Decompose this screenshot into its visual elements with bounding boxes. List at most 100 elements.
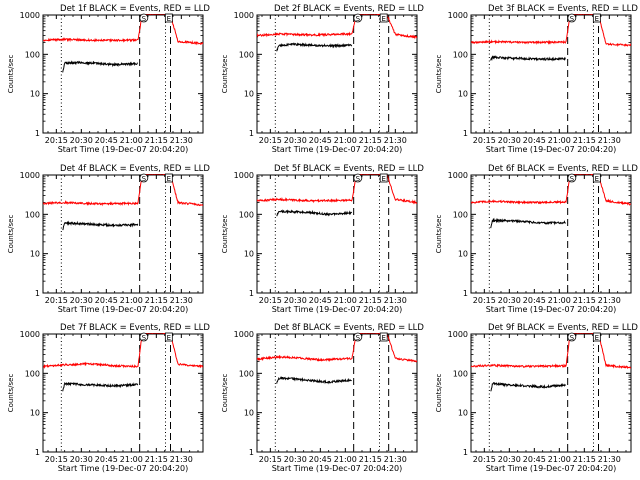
marker-label: S [142,175,147,183]
x-tick-label: 21:30 [598,136,621,145]
panel-title: Det 2f BLACK = Events, RED = LLD [274,4,424,14]
y-axis-label: Counts/sec [435,374,443,413]
marker-label: S [356,175,361,183]
lld-trace [471,14,631,48]
x-tick-label: 20:30 [284,136,307,145]
x-tick-label: 21:30 [598,296,621,305]
y-tick-label: 10 [30,409,40,418]
panel-title: Det 6f BLACK = Events, RED = LLD [488,164,638,174]
start-marker [139,173,149,183]
marker-label: S [356,15,361,23]
y-axis-label: Counts/sec [7,55,15,94]
y-tick-label: 100 [453,210,468,219]
panel-title: Det 3f BLACK = Events, RED = LLD [488,4,638,14]
marker-label: S [570,175,575,183]
plot-frame [256,14,418,134]
x-tick-label: 21:00 [120,455,143,464]
y-tick-label: 1 [35,289,40,298]
lld-trace [43,174,203,207]
x-tick-label: 20:15 [259,296,282,305]
start-marker [139,332,149,342]
marker-label: S [142,334,147,342]
panel-1: Det 1f BLACK = Events, RED = LLD Counts/s… [7,4,210,154]
y-tick-label: 1 [463,448,468,457]
start-marker [353,173,363,183]
x-tick-label: 21:15 [573,296,596,305]
end-marker [592,13,601,23]
x-tick-label: 20:15 [259,455,282,464]
x-tick-label: 21:30 [384,455,407,464]
lld-trace [471,333,631,370]
y-tick-label: 1 [463,129,468,138]
y-axis-label: Counts/sec [221,55,229,94]
y-tick-label: 100 [239,369,254,378]
x-tick-label: 20:30 [284,455,307,464]
marker-label: E [167,175,171,183]
end-marker [379,173,388,183]
x-tick-label: 21:00 [548,455,571,464]
x-tick-label: 21:30 [384,296,407,305]
y-tick-label: 10 [30,90,40,99]
y-tick-label: 100 [239,210,254,219]
marker-label: E [381,175,385,183]
x-tick-label: 21:00 [120,296,143,305]
y-tick-label: 10 [244,90,254,99]
x-axis-label: Start Time (19-Dec-07 20:04:20) [486,145,617,154]
start-marker [567,13,577,23]
panel-3: Det 3f BLACK = Events, RED = LLD Counts/s… [435,4,638,154]
x-tick-label: 20:45 [523,136,546,145]
x-tick-label: 20:45 [309,136,332,145]
lld-trace [471,174,631,206]
panel-9: Det 9f BLACK = Events, RED = LLD Counts/s… [435,323,638,473]
end-marker [592,332,601,342]
x-tick-label: 21:15 [359,296,382,305]
y-tick-label: 1000 [234,171,254,180]
lld-trace [43,333,203,369]
plot-frame [470,14,632,134]
x-tick-label: 21:00 [548,136,571,145]
y-axis-label: Counts/sec [435,215,443,254]
y-tick-label: 1 [249,129,254,138]
events-trace [62,381,139,392]
panel-title: Det 9f BLACK = Events, RED = LLD [488,323,638,333]
x-tick-label: 21:15 [573,136,596,145]
x-tick-label: 20:30 [70,455,93,464]
y-tick-label: 10 [244,409,254,418]
marker-label: E [595,334,599,342]
end-marker [379,332,388,342]
events-trace [490,217,567,229]
x-tick-label: 20:45 [95,296,118,305]
marker-label: S [570,334,575,342]
x-tick-label: 20:30 [498,296,521,305]
x-tick-label: 20:30 [284,296,307,305]
panel-title: Det 7f BLACK = Events, RED = LLD [60,323,210,333]
marker-label: S [356,334,361,342]
lld-trace [257,333,417,363]
x-axis-label: Start Time (19-Dec-07 20:04:20) [58,145,189,154]
y-axis-label: Counts/sec [221,374,229,413]
panel-2: Det 2f BLACK = Events, RED = LLD Counts/s… [221,4,424,154]
events-trace [62,60,139,73]
y-tick-label: 100 [25,369,40,378]
x-tick-label: 20:30 [498,455,521,464]
lld-trace [257,174,417,205]
x-tick-label: 21:30 [170,296,193,305]
y-tick-label: 1000 [20,171,40,180]
y-axis-label: Counts/sec [7,374,15,413]
events-trace [62,220,139,231]
marker-label: E [167,15,171,23]
x-axis-label: Start Time (19-Dec-07 20:04:20) [272,464,403,473]
y-tick-label: 1000 [448,11,468,20]
y-tick-label: 10 [458,90,468,99]
panel-title: Det 4f BLACK = Events, RED = LLD [60,164,210,174]
panel-8: Det 8f BLACK = Events, RED = LLD Counts/s… [221,323,424,473]
y-tick-label: 1 [35,448,40,457]
start-marker [567,332,577,342]
start-marker [353,13,363,23]
x-tick-label: 21:30 [170,455,193,464]
x-tick-label: 21:15 [145,455,168,464]
lld-trace [43,14,203,46]
plot-frame [42,333,204,453]
start-marker [139,13,149,23]
